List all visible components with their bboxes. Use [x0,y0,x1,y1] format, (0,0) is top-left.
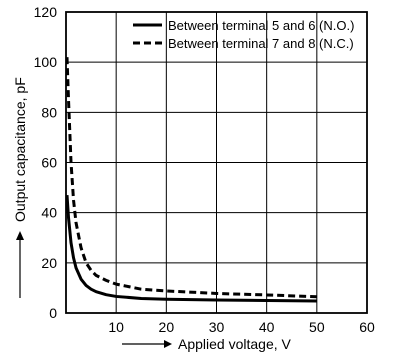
series-line-2 [65,57,317,299]
legend-label-series-2: Between terminal 7 and 8 (N.C.) [168,36,354,51]
series-line-1 [65,195,317,303]
x-axis-arrow-head [164,340,172,348]
y-tick-label: 40 [41,205,57,221]
legend-label-series-1: Between terminal 5 and 6 (N.O.) [168,18,354,33]
x-tick-label: 30 [209,319,225,335]
y-axis-title: Output capacitance, pF [12,77,28,222]
y-tick-label: 60 [41,155,57,171]
x-axis-title-group: Applied voltage, V [122,336,292,352]
x-tick-label: 10 [108,319,124,335]
plot-frame [65,11,368,314]
series-lines [65,57,317,303]
y-tick-labels: 0 20 40 60 80 100 120 [34,4,58,321]
y-axis-arrow-head [16,231,24,240]
y-tick-label: 0 [49,305,57,321]
x-tick-label: 60 [359,319,375,335]
x-axis-title: Applied voltage, V [178,336,292,352]
grid-lines [66,12,367,313]
x-tick-label: 40 [259,319,275,335]
y-tick-label: 20 [41,255,57,271]
x-tick-label: 50 [309,319,325,335]
legend: Between terminal 5 and 6 (N.O.) Between … [133,18,354,51]
y-axis-title-group: Output capacitance, pF [12,77,28,298]
y-tick-label: 80 [41,104,57,120]
y-tick-label: 120 [34,4,58,20]
x-tick-label: 20 [159,319,175,335]
x-tick-labels: 10 20 30 40 50 60 [108,319,375,335]
y-tick-label: 100 [34,54,58,70]
